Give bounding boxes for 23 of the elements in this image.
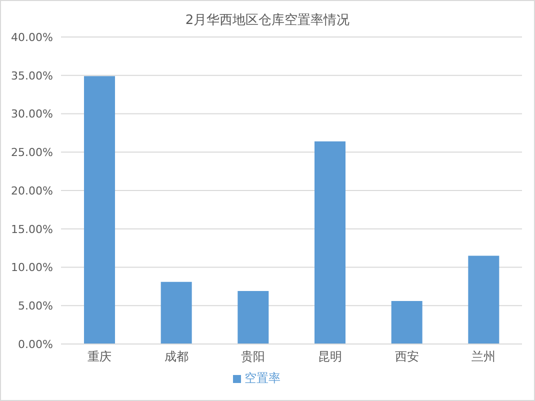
legend-label: 空置率 — [244, 371, 280, 385]
x-tick-label: 兰州 — [472, 350, 496, 364]
y-tick-label: 30.00% — [11, 108, 53, 121]
y-tick-label: 40.00% — [11, 30, 53, 44]
x-tick-label: 贵阳 — [241, 350, 266, 364]
y-tick-label: 5.00% — [18, 300, 53, 313]
bar — [468, 256, 500, 344]
chart-title: 2月华西地区仓库空置率情况 — [184, 12, 351, 29]
y-tick-label: 25.00% — [11, 146, 53, 160]
y-tick-label: 10.00% — [11, 261, 53, 274]
bar — [238, 291, 269, 344]
bar — [160, 282, 192, 344]
x-tick-label: 西安 — [394, 350, 419, 364]
y-tick-label: 35.00% — [11, 69, 53, 82]
x-tick-label: 重庆 — [87, 350, 112, 364]
y-tick-label: 0.00% — [18, 338, 53, 351]
x-tick-label: 昆明 — [318, 350, 342, 364]
bar — [391, 301, 422, 344]
bar — [84, 76, 115, 344]
y-tick-label: 15.00% — [11, 222, 53, 236]
bar — [314, 141, 346, 344]
y-tick-label: 20.00% — [11, 184, 53, 198]
x-tick-label: 成都 — [164, 350, 188, 364]
